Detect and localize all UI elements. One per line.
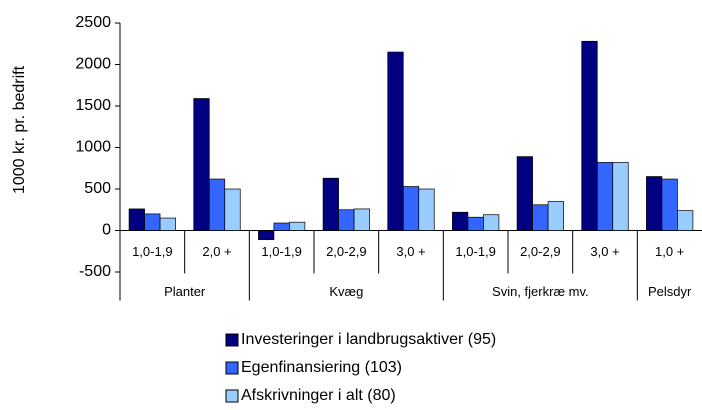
bar — [144, 213, 161, 231]
y-tick-label: 2000 — [75, 56, 111, 73]
legend-swatch — [225, 361, 239, 375]
bar — [128, 208, 145, 231]
bar — [452, 211, 469, 231]
bar — [159, 217, 176, 231]
bar — [646, 176, 663, 231]
y-tick-label: -500 — [79, 263, 111, 280]
x-tick-label: 3,0 + — [590, 244, 619, 259]
legend-label: Investeringer i landbrugsaktiver (95) — [241, 331, 496, 348]
y-axis-label: 1000 kr. pr. bedrift — [11, 65, 28, 194]
x-tick-label: 1,0-1,9 — [261, 244, 301, 259]
bar — [224, 188, 241, 231]
group-label: Svin, fjerkræ mv. — [492, 284, 589, 299]
y-tick-label: 500 — [84, 180, 111, 197]
bar — [532, 204, 549, 231]
group-label: Kvæg — [329, 284, 363, 299]
group-label: Pelsdyr — [648, 284, 692, 299]
x-tick-label: 2,0-2,9 — [520, 244, 560, 259]
bar — [467, 216, 484, 231]
x-tick-label: 2,0-2,9 — [326, 244, 366, 259]
y-tick-label: 1500 — [75, 97, 111, 114]
group-label: Planter — [164, 284, 206, 299]
bar — [387, 51, 404, 231]
bar — [547, 201, 564, 231]
bar — [208, 178, 226, 231]
x-tick-label: 1,0 + — [655, 244, 684, 259]
bar — [193, 98, 210, 231]
legend-swatch — [225, 333, 239, 347]
x-tick-label: 3,0 + — [396, 244, 425, 259]
bar — [322, 177, 339, 231]
bar — [418, 188, 435, 231]
y-tick-label: 1000 — [75, 139, 111, 156]
bar — [273, 222, 290, 231]
bar — [612, 162, 629, 231]
bar — [483, 214, 500, 231]
bar — [677, 210, 694, 231]
bar — [289, 221, 306, 231]
legend-label: Egenfinansiering (103) — [241, 359, 402, 376]
bar — [516, 156, 533, 231]
bar — [353, 208, 370, 231]
x-tick-label: 1,0-1,9 — [455, 244, 495, 259]
bar — [402, 186, 420, 231]
y-tick-label: 2500 — [75, 14, 111, 31]
x-tick-label: 2,0 + — [202, 244, 231, 259]
bar — [596, 162, 614, 231]
bar — [581, 40, 598, 231]
bar — [661, 178, 678, 231]
legend-swatch — [225, 389, 239, 403]
x-tick-label: 1,0-1,9 — [132, 244, 172, 259]
legend-label: Afskrivninger i alt (80) — [241, 387, 396, 404]
y-tick-label: 0 — [102, 222, 111, 239]
bar — [258, 230, 275, 240]
bar — [338, 209, 355, 231]
